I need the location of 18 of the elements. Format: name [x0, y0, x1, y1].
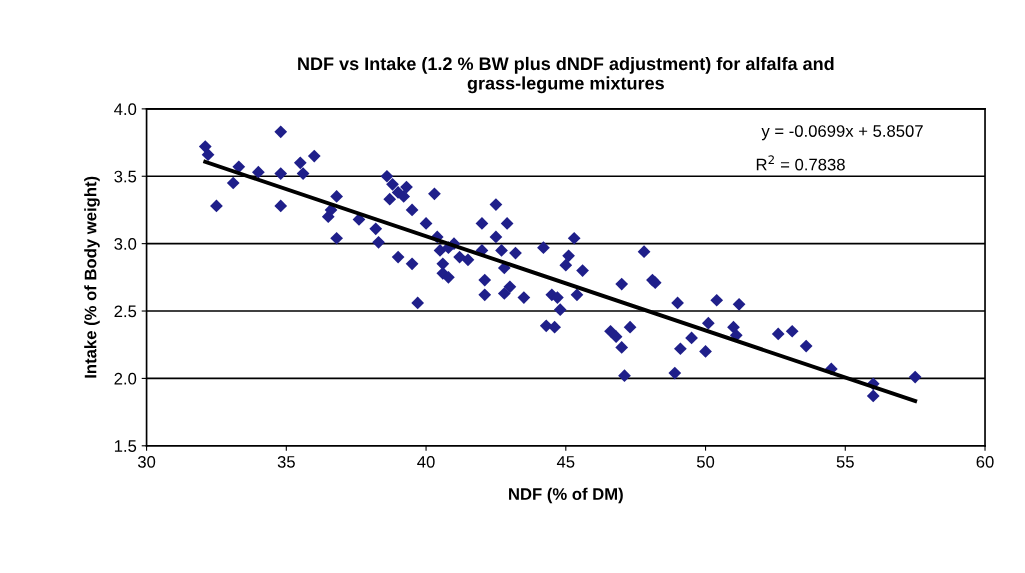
x-tick-label: 50	[696, 455, 715, 468]
x-tick-label: 60	[976, 455, 994, 468]
x-tick-label: 35	[277, 455, 295, 468]
x-tick-label: 30	[137, 455, 156, 468]
y-tick-label: 3.0	[114, 238, 137, 250]
y-axis-title: Intake (% of Body weight)	[84, 176, 100, 378]
y-tick-label: 2.5	[114, 305, 137, 318]
y-tick-label: 4.0	[114, 103, 137, 116]
y-tick-label: 1.5	[114, 440, 137, 452]
x-axis-title: NDF (% of DM)	[509, 487, 623, 504]
x-tick-label: 45	[556, 456, 575, 468]
x-tick-label: 40	[417, 455, 435, 468]
y-tick-label: 2.0	[114, 372, 137, 385]
annotation: R$^{2}$ = 0.7838	[756, 155, 845, 171]
x-tick-label: 55	[836, 456, 854, 468]
y-tick-label: 3.5	[114, 170, 137, 183]
annotation: y = -0.0699x + 5.8507	[761, 125, 923, 141]
chart-title: NDF vs Intake (1.2 % BW plus dNDF adjustment) for alfalfa and grass-legume mixtures	[298, 56, 834, 94]
